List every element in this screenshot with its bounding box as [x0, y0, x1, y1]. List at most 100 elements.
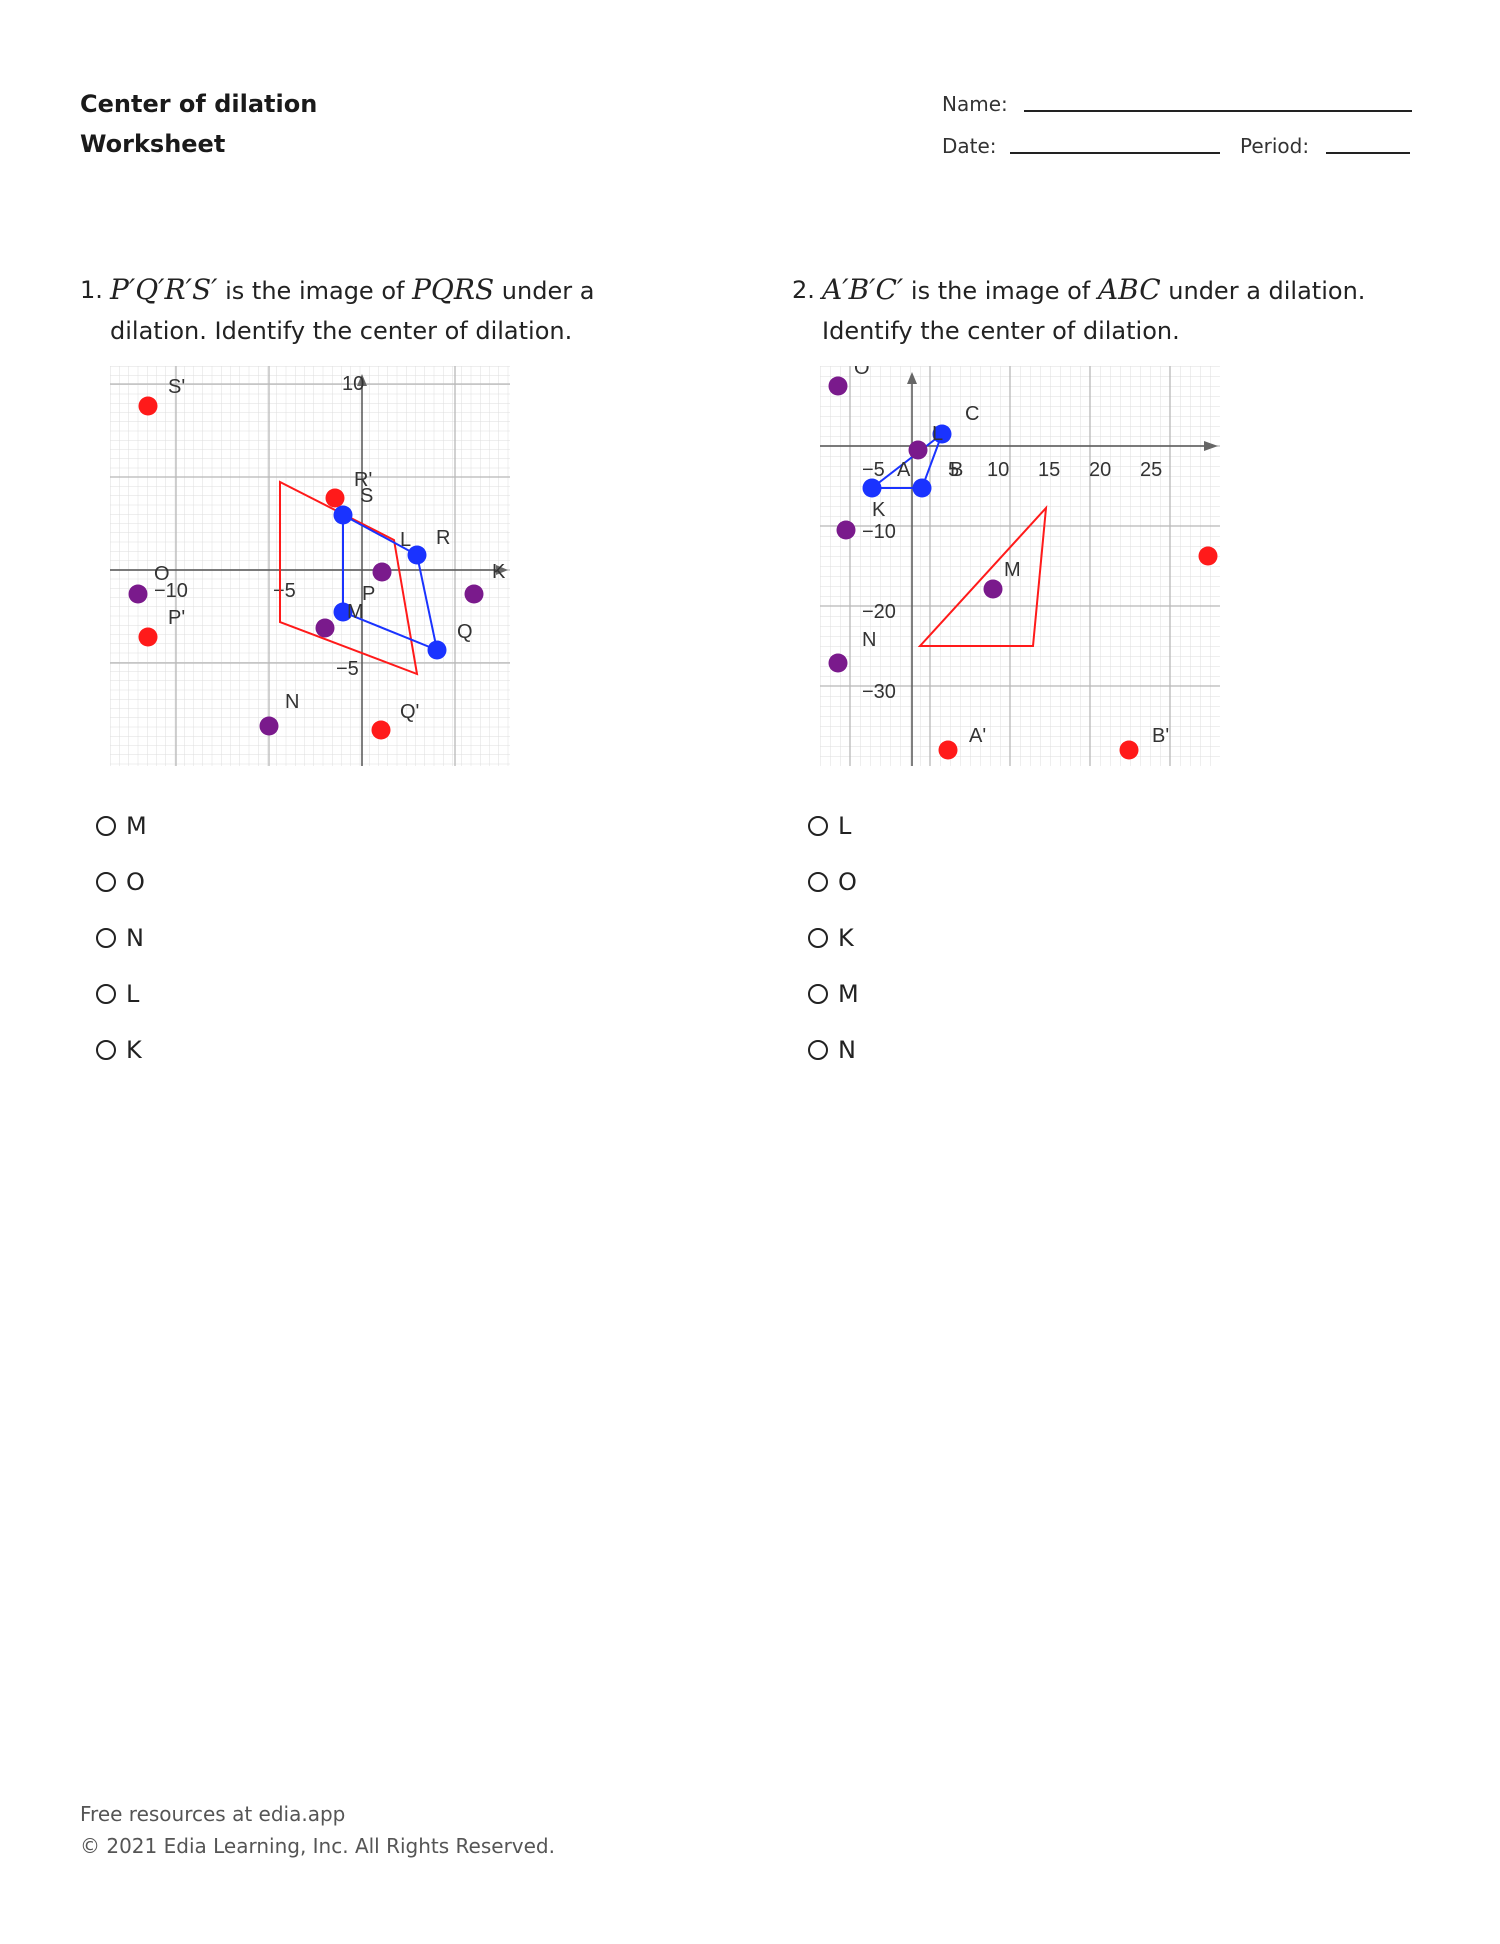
period-label: Period:	[1240, 134, 1310, 158]
x-tick-label: 10	[987, 459, 1009, 481]
choice-l[interactable]: L	[808, 812, 851, 840]
label-a-prime: A'	[969, 725, 986, 747]
image-triangle	[917, 505, 1048, 647]
point-b-prime	[1119, 740, 1139, 760]
point-k	[836, 520, 856, 540]
label-b: B	[950, 459, 963, 481]
choice-o[interactable]: O	[808, 868, 857, 896]
image-figure-name: A′B′C′	[822, 273, 904, 306]
x-tick-label: 20	[1089, 459, 1111, 481]
choice-label: M	[126, 812, 147, 840]
label-a: A	[897, 459, 911, 481]
x-axis-arrow	[496, 565, 508, 575]
question-number: 1.	[80, 276, 103, 304]
title-line-1: Center of dilation	[80, 90, 318, 118]
y-tick-label: −5	[336, 658, 359, 680]
point-l	[372, 562, 392, 582]
choice-l[interactable]: L	[96, 980, 139, 1008]
choice-k[interactable]: K	[808, 924, 854, 952]
question-text: under a dilation. Identify the center of…	[822, 277, 1366, 345]
choice-n[interactable]: N	[96, 924, 144, 952]
worksheet-title: Center of dilation Worksheet	[80, 84, 317, 164]
date-field[interactable]	[1010, 152, 1220, 154]
label-o: O	[854, 366, 870, 379]
question-number: 2.	[792, 276, 815, 304]
y-tick-label: 10	[342, 373, 364, 395]
label-o: O	[154, 563, 170, 585]
label-s: S	[360, 485, 373, 507]
question-2: 2. A′B′C′ is the image of ABC under a di…	[792, 270, 1412, 351]
radio-button[interactable]	[808, 984, 828, 1004]
image-quadrilateral	[279, 480, 419, 676]
grid-minor	[110, 366, 510, 766]
label-r: R	[436, 527, 450, 549]
point-k	[464, 584, 484, 604]
x-tick-label: 5	[948, 459, 959, 481]
preimage-triangle	[869, 431, 945, 489]
name-label: Name:	[942, 92, 1008, 116]
choice-m[interactable]: M	[96, 812, 147, 840]
date-label: Date:	[942, 134, 997, 158]
radio-button[interactable]	[96, 984, 116, 1004]
choice-k[interactable]: K	[96, 1036, 142, 1064]
preimage-figure-name: ABC	[1097, 273, 1161, 306]
name-field[interactable]	[1024, 110, 1412, 112]
label-p: P	[362, 583, 375, 605]
radio-button[interactable]	[96, 816, 116, 836]
choice-label: O	[126, 868, 145, 896]
point-b	[912, 478, 932, 498]
point-c-prime	[1198, 546, 1218, 566]
point-m	[983, 579, 1003, 599]
preimage-figure-name: PQRS	[412, 273, 495, 306]
radio-button[interactable]	[808, 928, 828, 948]
choice-o[interactable]: O	[96, 868, 145, 896]
y-tick-label: −20	[862, 601, 896, 623]
coordinate-graph-1: −10 −5 10 −5 S' P' Q' R' S R Q P K L M N	[110, 366, 510, 766]
image-figure-name: P′Q′R′S′	[110, 273, 218, 306]
point-q-prime	[371, 720, 391, 740]
x-tick-label: −10	[154, 580, 188, 602]
x-tick-label: 25	[1140, 459, 1162, 481]
title-line-2: Worksheet	[80, 130, 226, 158]
point-r-prime	[325, 488, 345, 508]
radio-button[interactable]	[96, 1040, 116, 1060]
point-p	[333, 602, 353, 622]
choice-label: L	[838, 812, 852, 840]
point-s-prime	[138, 396, 158, 416]
radio-button[interactable]	[808, 1040, 828, 1060]
choice-label: M	[838, 980, 859, 1008]
label-b-prime: B'	[1152, 725, 1169, 747]
choice-label: L	[126, 980, 140, 1008]
x-tick-label: −5	[862, 459, 885, 481]
point-q	[427, 640, 447, 660]
label-n: N	[862, 629, 876, 651]
choice-label: O	[838, 868, 857, 896]
label-m: M	[1004, 559, 1021, 581]
choice-n[interactable]: N	[808, 1036, 856, 1064]
footer-copyright: © 2021 Edia Learning, Inc. All Rights Re…	[80, 1834, 555, 1858]
choice-label: N	[126, 924, 144, 952]
radio-button[interactable]	[808, 816, 828, 836]
y-axis-arrow	[907, 372, 917, 384]
y-tick-label: −30	[862, 681, 896, 703]
radio-button[interactable]	[96, 872, 116, 892]
x-axis-arrow	[1204, 441, 1218, 451]
label-s-prime: S'	[168, 376, 185, 398]
y-tick-label: −10	[862, 521, 896, 543]
x-tick-label: 15	[1038, 459, 1060, 481]
radio-button[interactable]	[96, 928, 116, 948]
radio-button[interactable]	[808, 872, 828, 892]
period-field[interactable]	[1326, 152, 1410, 154]
point-o	[128, 584, 148, 604]
point-p-prime	[138, 627, 158, 647]
choice-m[interactable]: M	[808, 980, 859, 1008]
point-n	[828, 653, 848, 673]
choice-label: K	[126, 1036, 142, 1064]
label-q-prime: Q'	[400, 701, 419, 723]
label-q: Q	[457, 621, 473, 643]
choice-label: K	[838, 924, 854, 952]
label-m: M	[347, 601, 364, 623]
point-r	[407, 545, 427, 565]
x-tick-label: −5	[273, 580, 296, 602]
label-n: N	[285, 691, 299, 713]
